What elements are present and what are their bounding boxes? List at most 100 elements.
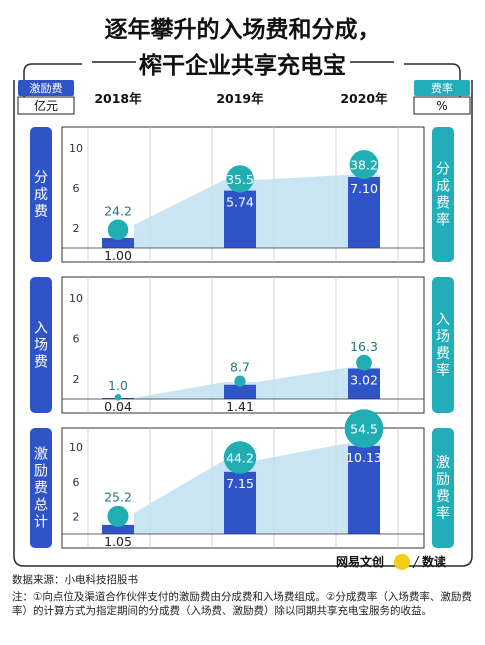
panel-0-left-tab-char-1: 成 — [34, 187, 48, 203]
panel-1-rate-label-0: 1.0 — [108, 378, 128, 393]
right-unit-value: % — [436, 99, 447, 113]
panel-2-left-tab — [30, 428, 52, 548]
panel-2-value-label-2: 10.13 — [346, 450, 382, 465]
panel-1-left-tab — [30, 277, 52, 413]
panel-2-right-tab-char-2: 费 — [436, 489, 450, 505]
panel-1-left-tab-char-2: 费 — [34, 355, 48, 371]
panel-0-left-tab-char-0: 分 — [34, 170, 48, 186]
panel-0-right-tab-char-1: 成 — [436, 179, 450, 195]
panel-1-left-tab-char-0: 入 — [34, 321, 48, 337]
panel-2-right-tab-char-0: 激 — [436, 454, 450, 471]
panel-1-rate-area — [134, 367, 380, 399]
panel-2-right-tab-char-1: 励 — [436, 472, 450, 488]
panel-2-left-tab-char-2: 费 — [34, 481, 48, 497]
panel-1-bar-2 — [348, 368, 380, 399]
panel-0-right-tab-char-0: 分 — [436, 162, 450, 178]
panel-0-ytick-0: 2 — [73, 222, 80, 235]
year-label-2: 2020年 — [340, 91, 388, 106]
frame-top-right — [404, 63, 461, 100]
panel-2-ytick-2: 10 — [69, 441, 83, 454]
panel-2-left-tab-char-3: 总 — [34, 498, 48, 514]
panel-2-value-label-1: 7.15 — [226, 476, 254, 491]
panel-1-ytick-2: 10 — [69, 292, 83, 305]
panel-2-rate-label-0: 25.2 — [104, 490, 132, 505]
panel-2-left-tab-char-1: 励 — [34, 464, 48, 480]
panel-2-rate-label-1: 44.2 — [226, 451, 254, 466]
panel-0-bar-2 — [348, 177, 380, 248]
panel-2-value-label-0: 1.05 — [104, 534, 132, 549]
source-text: 数据来源：小电科技招股书 — [12, 574, 138, 586]
panel-0-bar-0 — [102, 238, 134, 248]
panel-1-right-tab-char-2: 费 — [436, 346, 450, 362]
panel-1-left-tab-char-1: 场 — [34, 338, 48, 354]
panel-0-rate-bubble-0 — [107, 219, 129, 241]
panel-2-ytick-0: 2 — [73, 511, 80, 524]
panel-1-value-label-1: 1.41 — [226, 399, 254, 414]
panel-0-rate-bubble-1 — [226, 165, 254, 193]
left-unit-label: 激励费 — [30, 81, 63, 95]
panel-0-left-tab-char-2: 费 — [34, 204, 48, 220]
brand-sub-text: 数读 — [422, 554, 446, 569]
panel-2-bar-1 — [224, 471, 256, 534]
panel-0-rate-label-2: 38.2 — [350, 158, 378, 173]
brand-logo-text: 网易文创 — [336, 554, 384, 569]
brand-separator — [412, 555, 420, 569]
frame-outline — [13, 80, 473, 567]
panel-1-right-tab-char-3: 率 — [436, 362, 450, 379]
panel-2-right-tab-char-3: 率 — [436, 505, 450, 522]
panel-2-ytick-1: 6 — [73, 476, 80, 489]
panel-0-left-tab — [30, 127, 52, 262]
panel-0-rate-area — [134, 174, 380, 248]
year-label-0: 2018年 — [94, 91, 142, 106]
title-line-1: 逐年攀升的入场费和分成， — [104, 17, 381, 43]
panel-2-right-tab — [432, 428, 454, 548]
panel-1-rate-bubble-0 — [114, 393, 122, 401]
panel-2-rate-bubble-1 — [223, 441, 257, 474]
panel-0-bar-1 — [224, 190, 256, 248]
panel-1-right-tab-char-1: 场 — [436, 329, 450, 345]
panel-0-rate-label-1: 35.5 — [226, 172, 254, 187]
left-unit-value: 亿元 — [34, 98, 58, 113]
title-line-2: 榨干企业共享充电宝 — [139, 53, 346, 79]
panel-1-rate-label-1: 8.7 — [230, 360, 250, 375]
panel-0-value-label-2: 7.10 — [350, 181, 378, 196]
panel-1-value-label-2: 3.02 — [350, 373, 378, 388]
panel-1-rate-bubble-2 — [356, 354, 372, 371]
right-unit-box — [414, 80, 470, 96]
panel-0-ytick-1: 6 — [73, 182, 80, 195]
panel-2-rate-label-2: 54.5 — [350, 422, 378, 437]
panel-0-value-label-1: 5.74 — [226, 195, 254, 210]
panel-0-value-label-0: 1.00 — [104, 248, 132, 263]
right-unit-label: 费率 — [431, 81, 453, 95]
left-unit-value-box — [17, 96, 75, 115]
brand-logo-icon — [394, 554, 410, 570]
panel-2-rate-bubble-0 — [107, 505, 129, 527]
panel-2-rate-area — [134, 443, 380, 534]
note-text: 注：①向点位及渠道合作伙伴支付的激励费由分成费和入场费组成。②分成费率（入场费率… — [12, 591, 472, 617]
panel-2-left-tab-char-4: 计 — [34, 515, 48, 531]
panel-2-bar-2 — [348, 445, 380, 534]
panel-0-rate-label-0: 24.2 — [104, 203, 132, 218]
panel-1-right-tab-char-0: 入 — [436, 312, 450, 328]
panel-0-right-tab-char-2: 费 — [436, 196, 450, 212]
right-unit-value-box — [413, 96, 471, 115]
panel-1-right-tab — [432, 277, 454, 413]
panel-0-right-tab-char-3: 率 — [436, 212, 450, 229]
panel-2-bar-0 — [102, 524, 134, 534]
panel-1-rate-label-2: 16.3 — [350, 339, 378, 354]
year-label-1: 2019年 — [216, 91, 264, 106]
panel-1-bar-1 — [224, 384, 256, 399]
panel-0-right-tab — [432, 127, 454, 262]
panel-2-left-tab-char-0: 激 — [34, 446, 48, 463]
panel-1-ytick-1: 6 — [73, 332, 80, 345]
panel-1-ytick-0: 2 — [73, 373, 80, 386]
panel-1-rate-bubble-1 — [234, 375, 246, 387]
left-unit-box — [18, 80, 74, 96]
panel-2-rate-bubble-2 — [344, 409, 384, 448]
panel-0-ytick-2: 10 — [69, 142, 83, 155]
panel-0-rate-bubble-2 — [349, 150, 379, 179]
panel-1-value-label-0: 0.04 — [104, 399, 132, 414]
frame-top-left — [23, 63, 82, 100]
